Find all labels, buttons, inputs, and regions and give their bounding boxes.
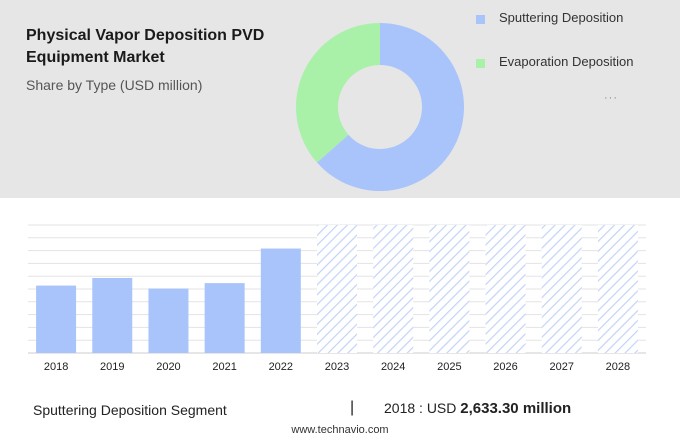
segment-year-prefix: 2018 : USD [384, 400, 461, 416]
chart-title: Physical Vapor Deposition PVD Equipment … [26, 27, 265, 66]
x-tick-label: 2022 [269, 361, 293, 373]
legend-label-evaporation: Evaporation Deposition [499, 54, 634, 69]
x-tick-label: 2018 [44, 361, 68, 373]
legend-label-sputtering: Sputtering Deposition [499, 10, 624, 25]
x-tick-label: 2024 [381, 361, 405, 373]
x-tick-label: 2021 [212, 361, 236, 373]
donut-slice-sputtering [316, 23, 464, 192]
segment-label: Sputtering Deposition Segment [33, 402, 227, 418]
segment-value: 2018 : USD 2,633.30 million [384, 400, 571, 417]
ellipsis-icon[interactable]: ··· [604, 92, 618, 104]
donut-chart [296, 23, 464, 192]
x-tick-label: 2026 [493, 361, 517, 373]
segment-value-amount: 2,633.30 million [460, 400, 572, 417]
bar-2021 [204, 283, 245, 353]
bar-2022 [260, 248, 301, 353]
chart-subtitle: Share by Type (USD million) [26, 77, 203, 93]
forecast-bar-2026 [485, 225, 526, 353]
footer-separator: | [350, 399, 355, 416]
source-link[interactable]: www.technavio.com [291, 424, 389, 436]
x-tick-label: 2027 [549, 361, 573, 373]
forecast-bar-2024 [373, 225, 414, 353]
bar-2020 [148, 288, 189, 353]
forecast-bar-2027 [541, 225, 582, 353]
x-tick-label: 2023 [325, 361, 349, 373]
forecast-bar-2025 [429, 225, 470, 353]
legend-swatch-sputtering [476, 15, 485, 24]
donut-slice-evaporation [296, 23, 380, 163]
forecast-bar-2023 [317, 225, 357, 353]
bar-chart: 2018 2019 2020 2021 2022 2023 2024 2025 2026 2027… [28, 224, 646, 373]
bar-2019 [92, 277, 133, 353]
bar-2018 [36, 285, 77, 353]
forecast-bar-2028 [597, 225, 638, 353]
x-tick-label: 2028 [606, 361, 630, 373]
x-tick-label: 2020 [156, 361, 180, 373]
x-tick-label: 2025 [437, 361, 461, 373]
legend-swatch-evaporation [476, 59, 485, 68]
x-tick-label: 2019 [100, 361, 124, 373]
